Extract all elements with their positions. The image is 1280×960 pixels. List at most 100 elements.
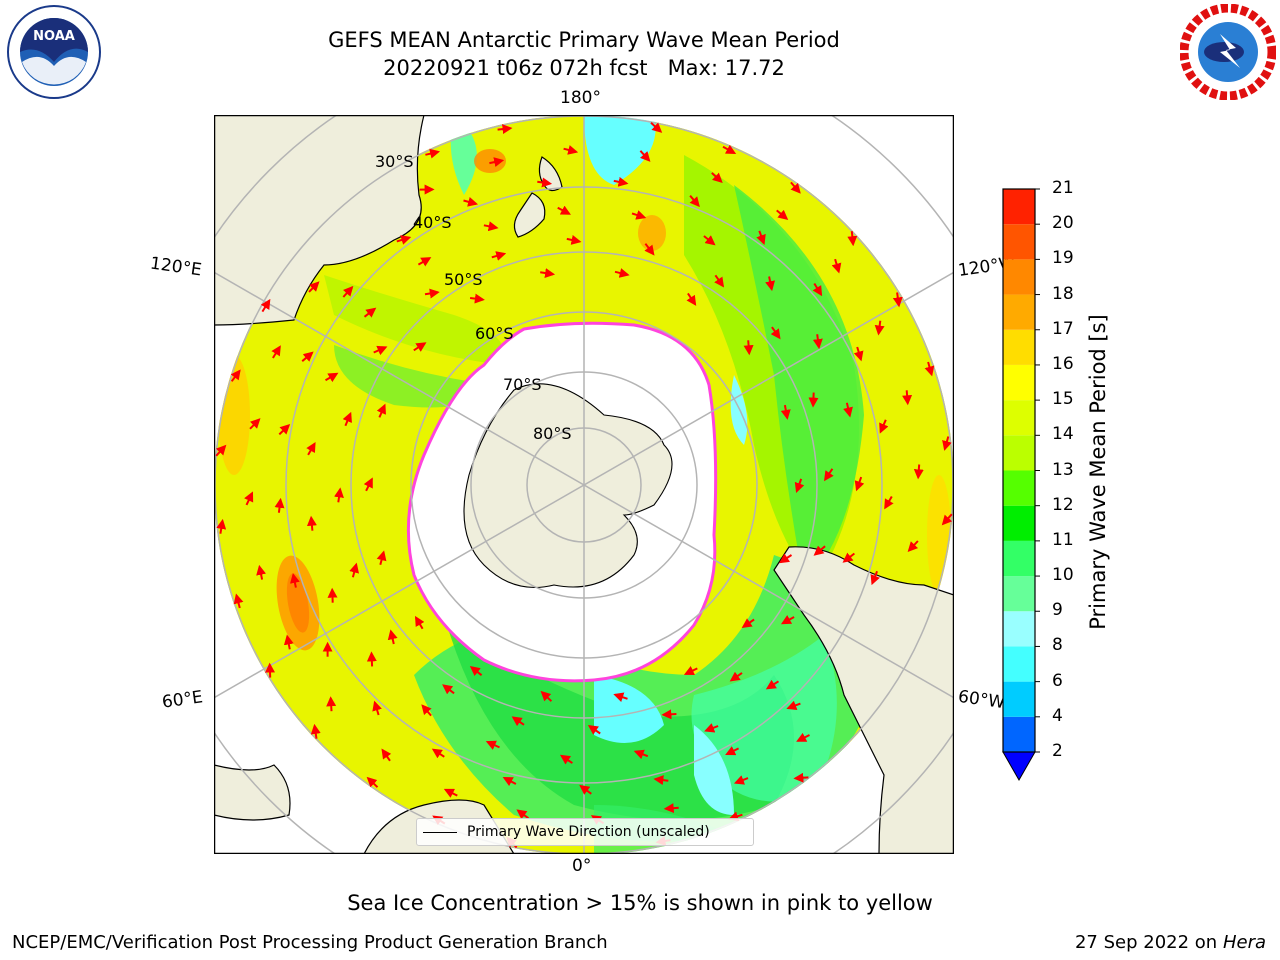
colorbar-bin [1003,329,1035,365]
wave-direction-arrow [342,411,352,427]
wave-direction-arrow [780,615,795,625]
land-australia [214,115,425,326]
lat-label-50s: 50°S [444,270,483,289]
polar-map [214,115,954,854]
colorbar-tick-label: 9 [1052,600,1063,621]
lon-label-120e: 120°E [148,253,203,281]
wave-direction-arrow [537,177,553,188]
wave-direction-arrow [497,124,513,135]
wave-direction-arrow [633,749,649,760]
wave-direction-arrow [587,724,601,735]
wave-direction-arrow [216,518,227,534]
lat-label-60s: 60°S [475,324,514,343]
colorbar-title: Primary Wave Mean Period [s] [1086,314,1110,630]
colorbar-tick-label: 12 [1052,494,1074,515]
wave-direction-arrow [566,235,582,245]
wave-direction-arrow [892,292,903,308]
wave-direction-arrow [469,293,485,304]
lat-label-80s: 80°S [533,424,572,443]
wave-direction-arrow [703,235,716,246]
wave-direction-arrow [770,326,781,340]
wave-direction-arrow [387,629,398,645]
wave-direction-arrow [376,403,386,418]
wave-direction-arrow [559,754,573,765]
wave-direction-arrow [793,772,809,783]
colorbar-bin [1003,224,1035,260]
wave-direction-arrow [765,276,775,292]
wave-direction-arrow [381,748,392,762]
colorbar-tick-label: 8 [1052,635,1063,656]
wave-direction-arrow [907,540,919,552]
wave-direction-arrow [842,552,856,563]
land-antarctica [463,383,673,589]
wave-direction-arrow [443,788,458,798]
colorbar-bin [1003,294,1035,330]
wave-direction-arrow [463,196,479,207]
colorbar-bin [1003,189,1035,225]
wave-direction-arrow [502,776,517,787]
wave-direction-arrow [831,258,842,274]
colorbar-tick-label: 21 [1052,178,1074,198]
wave-direction-arrow [613,692,628,702]
wave-direction-arrow [854,476,865,492]
wave-direction-arrow [663,803,679,814]
wave-direction-arrow [373,345,388,356]
wave-direction-arrow [942,436,952,451]
wave-direction-arrow [812,334,823,350]
wave-direction-arrow [808,392,819,408]
wave-direction-arrow [306,441,316,456]
nws-logo-icon [1180,4,1276,100]
wave-direction-arrow [511,716,525,727]
wave-direction-arrow [847,231,858,247]
wave-direction-arrow [686,292,697,306]
wave-direction-arrow [376,550,387,566]
colorbar-tick-label: 17 [1052,318,1074,339]
wave-direction-arrow [722,144,737,154]
footer-date: 27 Sep 2022 on Hera [1074,932,1266,953]
wave-direction-arrow [743,340,754,356]
wave-direction-arrow [843,402,853,418]
lat-label-40s: 40°S [413,213,452,232]
wave-direction-arrow [424,288,440,299]
wave-direction-arrow [256,564,266,580]
wave-direction-arrow [483,221,499,232]
wave-direction-arrow [342,285,354,298]
wave-direction-arrow [290,572,300,588]
wave-direction-arrow [913,464,924,480]
wave-direction-arrow [823,468,834,482]
wave-direction-arrow [516,809,530,820]
wave-direction-arrow [796,732,810,742]
wave-direction-arrow [372,700,382,716]
colorbar-bin [1003,364,1035,401]
wave-direction-arrow [613,176,629,187]
wave-direction-arrow [442,684,455,695]
wave-direction-arrow [421,704,432,717]
wave-direction-arrow [778,553,793,564]
wave-direction-arrow [274,497,285,513]
wave-direction-arrow [349,562,360,578]
colorbar-tick-label: 2 [1052,741,1063,761]
colorbar-bin [1003,505,1035,541]
wave-direction-arrow [233,593,244,609]
wave-direction-arrow [301,351,314,362]
wave-direction-arrow [310,723,321,739]
wave-direction-arrow [260,298,271,313]
noaa-logo-icon: NOAA [7,5,101,99]
colorbar-bin [1003,681,1035,717]
wave-direction-arrow [431,748,445,759]
wave-direction-arrow [741,618,755,629]
sea-ice-caption: Sea Ice Concentration > 15% is shown in … [347,891,933,915]
colorbar-bin [1003,576,1035,612]
wave-direction-arrow [244,491,254,506]
wave-direction-arrow [563,145,579,155]
wave-direction-arrow [653,775,669,786]
lon-label-180: 180° [560,88,601,108]
wave-direction-arrow [941,513,953,526]
wave-direction-arrow [326,696,337,712]
map-legend: Primary Wave Direction (unscaled) [416,818,754,846]
colorbar-tick-label: 19 [1052,248,1074,269]
wave-direction-arrow [683,666,698,676]
lon-label-0: 0° [572,856,592,876]
lon-label-60e: 60°E [160,687,205,713]
wave-direction-arrow [396,235,412,245]
